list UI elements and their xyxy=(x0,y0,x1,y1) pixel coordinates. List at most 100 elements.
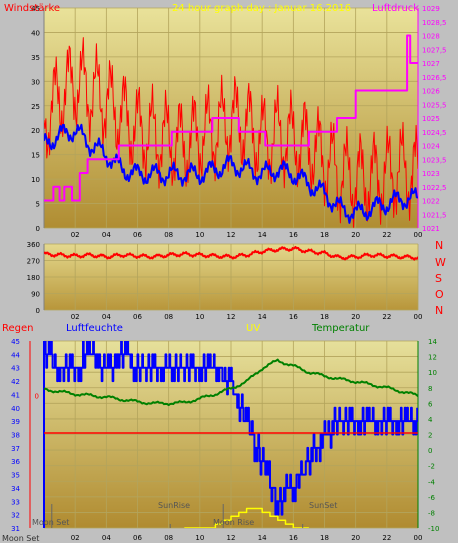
compass-n-top: N xyxy=(435,239,443,252)
wind-tick-label: 40 xyxy=(31,29,40,37)
temperature-tick-label: -10 xyxy=(428,525,439,533)
wind-tick-label: 15 xyxy=(31,152,40,160)
direction-hour-tick-label: 02 xyxy=(71,313,80,321)
compass-w: W xyxy=(435,256,446,269)
wind-hour-tick-label: 10 xyxy=(195,231,204,239)
temperature-tick-label: 10 xyxy=(428,369,437,377)
temperature-tick-label: -6 xyxy=(428,494,436,502)
wind-hour-tick-label: 16 xyxy=(289,231,298,239)
humidity-tick-label: 42 xyxy=(11,378,20,386)
direction-hour-tick-label: 10 xyxy=(195,313,204,321)
uv-title: UV xyxy=(246,323,260,334)
direction-tick-label: 180 xyxy=(27,274,40,282)
wind-tick-label: 20 xyxy=(31,127,40,135)
temperature-tick-label: -2 xyxy=(428,463,435,471)
rain-title: Regen xyxy=(2,323,34,334)
wind-tick-label: 35 xyxy=(31,54,40,62)
pressure-tick-label: 1025 xyxy=(422,115,440,123)
climate-series xyxy=(44,341,418,528)
rain-tick-label: 0 xyxy=(35,393,39,401)
wind-tick-label: 30 xyxy=(31,78,40,86)
temperature-line xyxy=(44,358,418,407)
wind-hour-tick-label: 04 xyxy=(102,231,111,239)
direction-hour-tick-label: 14 xyxy=(258,313,267,321)
graph-title: 24 hour graph day : Januar 16.2016 xyxy=(172,3,351,14)
wind-hour-tick-label: 14 xyxy=(258,231,267,239)
pressure-tick-label: 1026,5 xyxy=(422,74,447,82)
direction-tick-label: 360 xyxy=(27,241,40,249)
humidity-tick-label: 43 xyxy=(11,365,20,373)
wind-hour-tick-label: 20 xyxy=(351,231,360,239)
temperature-tick-label: -8 xyxy=(428,509,435,517)
wind-hour-tick-label: 02 xyxy=(71,231,80,239)
climate-hour-tick-label: 18 xyxy=(320,534,329,542)
direction-hour-tick-label: 04 xyxy=(102,313,111,321)
climate-hour-tick-label: 02 xyxy=(71,534,80,542)
direction-hour-tick-label: 18 xyxy=(320,313,329,321)
pressure-tick-label: 1022 xyxy=(422,198,440,206)
humidity-tick-label: 33 xyxy=(11,498,20,506)
temperature-tick-label: 0 xyxy=(428,447,432,455)
direction-hour-tick-label: 22 xyxy=(382,313,391,321)
climate-hour-tick-label: 12 xyxy=(227,534,236,542)
wind-gust-line xyxy=(44,37,418,228)
pressure-tick-label: 1029 xyxy=(422,5,440,13)
pressure-tick-label: 1028,5 xyxy=(422,19,447,27)
moon-rise-label: Moon Rise xyxy=(213,518,254,527)
humidity-tick-label: 45 xyxy=(11,338,20,346)
climate-hour-tick-label: 10 xyxy=(195,534,204,542)
wind-average-line xyxy=(44,123,418,224)
humidity-tick-label: 41 xyxy=(11,391,20,399)
wind-tick-label: 10 xyxy=(31,176,40,184)
wind-tick-label: 5 xyxy=(36,201,40,209)
temperature-tick-label: 2 xyxy=(428,432,432,440)
wind-tick-label: 25 xyxy=(31,103,40,111)
direction-hour-tick-label: 06 xyxy=(133,313,142,321)
wind-hour-tick-label: 06 xyxy=(133,231,142,239)
pressure-title: Luftdruck xyxy=(372,3,419,14)
axis-tick-labels: 05101520253035404510211021,510221022,510… xyxy=(11,5,446,542)
wind-hour-tick-label: 12 xyxy=(227,231,236,239)
pressure-tick-label: 1025,5 xyxy=(422,101,447,109)
wind-tick-label: 45 xyxy=(31,5,40,13)
humidity-tick-label: 31 xyxy=(11,525,20,533)
pressure-line xyxy=(44,34,418,202)
temperature-tick-label: 4 xyxy=(428,416,433,424)
direction-hour-tick-label: 20 xyxy=(351,313,360,321)
wind-hour-tick-label: 18 xyxy=(320,231,329,239)
climate-hour-tick-label: 06 xyxy=(133,534,142,542)
climate-hour-tick-label: 22 xyxy=(382,534,391,542)
climate-hour-tick-label: 08 xyxy=(164,534,173,542)
wind-hour-tick-label: 22 xyxy=(382,231,391,239)
wind-tick-label: 0 xyxy=(36,225,40,233)
pressure-tick-label: 1026 xyxy=(422,88,440,96)
humidity-tick-label: 39 xyxy=(11,418,20,426)
direction-hour-tick-label: 16 xyxy=(289,313,298,321)
pressure-tick-label: 1024 xyxy=(422,143,440,151)
direction-tick-label: 270 xyxy=(27,258,40,266)
pressure-tick-label: 1021 xyxy=(422,225,440,233)
climate-hour-tick-label: 14 xyxy=(258,534,267,542)
temperature-title: Temperatur xyxy=(311,323,370,334)
direction-series xyxy=(44,245,418,261)
humidity-tick-label: 32 xyxy=(11,512,20,520)
humidity-tick-label: 40 xyxy=(11,405,20,413)
temperature-tick-label: 14 xyxy=(428,338,437,346)
wind-series xyxy=(44,34,418,228)
compass-n-bottom: N xyxy=(435,304,443,317)
moon-set-label-axis: Moon Set xyxy=(2,534,39,543)
compass-s: S xyxy=(435,272,442,285)
climate-hour-tick-label: 16 xyxy=(289,534,298,542)
pressure-tick-label: 1024,5 xyxy=(422,129,447,137)
temperature-tick-label: 8 xyxy=(428,385,432,393)
humidity-title: Luftfeuchte xyxy=(66,323,123,334)
direction-tick-label: 0 xyxy=(36,307,40,315)
humidity-tick-label: 35 xyxy=(11,472,20,480)
humidity-tick-label: 44 xyxy=(11,351,20,359)
wind-title: Windstärke xyxy=(4,3,60,14)
humidity-tick-label: 37 xyxy=(11,445,20,453)
humidity-tick-label: 34 xyxy=(11,485,20,493)
pressure-tick-label: 1023 xyxy=(422,170,440,178)
wind-hour-tick-label: 08 xyxy=(164,231,173,239)
pressure-tick-label: 1022,5 xyxy=(422,184,447,192)
